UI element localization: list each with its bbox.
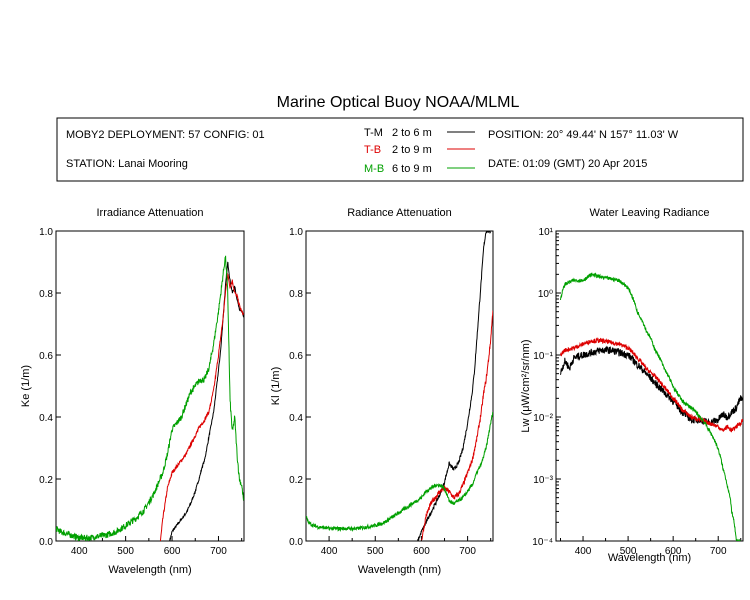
y-axis-label: Kl (1/m) (270, 367, 282, 406)
series-line-t-b (420, 310, 493, 541)
info-box-border (56, 117, 744, 182)
y-tick-label: 10⁻¹ (533, 351, 553, 362)
series-line-t-m (417, 231, 492, 541)
plot-frame (555, 230, 744, 542)
y-tick-label: 10⁰ (538, 289, 553, 300)
x-axis-label: Wavelength (nm) (108, 564, 191, 576)
y-axis-label: Ke (1/m) (20, 365, 32, 407)
y-tick-label: 10¹ (539, 227, 554, 238)
x-axis-label: Wavelength (nm) (358, 564, 441, 576)
y-tick-label: 0.2 (39, 475, 53, 486)
x-tick-label: 700 (210, 546, 227, 557)
y-tick-label: 10⁻³ (533, 475, 553, 486)
legend-entry-t-m: T-M 2 to 6 m (364, 127, 475, 139)
legend-range: 6 to 9 m (392, 163, 432, 175)
x-tick-label: 400 (71, 546, 88, 557)
y-tick-label: 0.6 (289, 351, 303, 362)
x-tick-label: 700 (459, 546, 476, 557)
legend: T-M 2 to 6 m T-B 2 to 9 m M-B 6 to 9 m (364, 127, 475, 175)
x-tick-label: 500 (620, 546, 637, 557)
x-tick-label: 400 (575, 546, 592, 557)
date-label: DATE: 01:09 (GMT) 20 Apr 2015 (488, 158, 647, 170)
x-tick-label: 500 (367, 546, 384, 557)
y-tick-label: 10⁻² (533, 413, 553, 424)
series-line-t-b (159, 272, 244, 541)
y-tick-label: 0.0 (289, 537, 303, 548)
series-line-m-b (56, 255, 244, 541)
series-line-m-b (560, 272, 742, 541)
deployment-label: MOBY2 DEPLOYMENT: 57 CONFIG: 01 (66, 129, 265, 141)
y-tick-label: 0.4 (289, 413, 303, 424)
y-tick-label: 0.2 (289, 475, 303, 486)
plot-frame (305, 230, 494, 542)
legend-entry-m-b: M-B 6 to 9 m (364, 163, 475, 175)
y-tick-label: 0.8 (39, 289, 53, 300)
chart-title: Radiance Attenuation (347, 207, 452, 219)
info-box: MOBY2 DEPLOYMENT: 57 CONFIG: 01 STATION:… (56, 117, 744, 182)
irradiance-attenuation-panel: Irradiance Attenuation 0.0 0.2 0.4 0.6 0.8 1.0… (20, 207, 245, 576)
y-tick-label: 1.0 (289, 227, 303, 238)
x-tick-label: 400 (321, 546, 338, 557)
legend-code: M-B (364, 163, 384, 175)
chart-title: Irradiance Attenuation (96, 207, 203, 219)
y-tick-label: 1.0 (39, 227, 53, 238)
legend-code: T-M (364, 127, 383, 139)
y-tick-label: 0.8 (289, 289, 303, 300)
x-tick-label: 500 (117, 546, 134, 557)
legend-code: T-B (364, 144, 381, 156)
x-tick-label: 600 (164, 546, 181, 557)
y-axis-label: Lw (μW/cm²/sr/nm) (520, 339, 532, 432)
series-line-t-m (169, 261, 244, 541)
figure-title: Marine Optical Buoy NOAA/MLML (277, 94, 520, 111)
radiance-attenuation-panel: Radiance Attenuation 0.0 0.2 0.4 0.6 0.8 1.0 40… (270, 207, 494, 576)
chart-title: Water Leaving Radiance (589, 207, 709, 219)
x-tick-label: 600 (413, 546, 430, 557)
x-axis-label: Wavelength (nm) (608, 552, 691, 564)
series-line-m-b (306, 411, 493, 533)
y-tick-label: 0.6 (39, 351, 53, 362)
x-tick-label: 600 (665, 546, 682, 557)
station-label: STATION: Lanai Mooring (66, 158, 188, 170)
series-line-t-m (560, 345, 743, 426)
x-tick-label: 700 (710, 546, 727, 557)
legend-range: 2 to 6 m (392, 127, 432, 139)
legend-entry-t-b: T-B 2 to 9 m (364, 144, 475, 156)
position-label: POSITION: 20° 49.44' N 157° 11.03' W (488, 129, 679, 141)
y-tick-label: 10⁻⁴ (532, 537, 553, 548)
water-leaving-radiance-panel: Water Leaving Radiance 10⁻⁴ 10⁻³ 10⁻² 10⁻¹ 10… (520, 207, 744, 564)
y-tick-label: 0.0 (39, 537, 53, 548)
series-line-t-b (560, 337, 743, 433)
legend-range: 2 to 9 m (392, 144, 432, 156)
y-tick-label: 0.4 (39, 413, 53, 424)
plot-frame (55, 230, 245, 542)
